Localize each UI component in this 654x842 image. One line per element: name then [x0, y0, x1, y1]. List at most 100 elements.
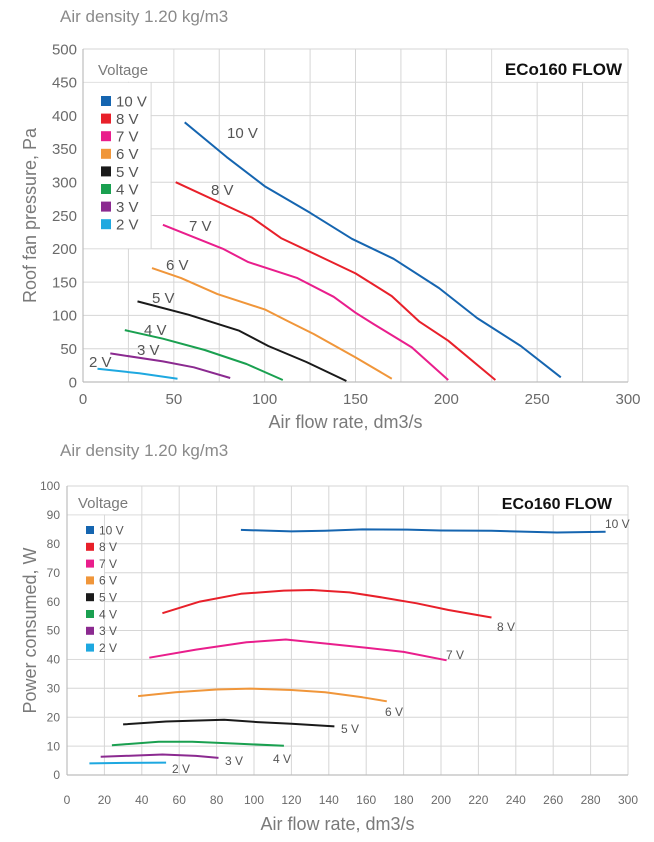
legend-background [67, 486, 142, 515]
legend-swatch [101, 184, 111, 194]
y-tick-label: 500 [52, 41, 77, 58]
x-tick-label: 200 [431, 793, 451, 807]
y-tick-label: 0 [69, 374, 77, 391]
series-label: 7 V [446, 648, 464, 662]
y-tick-label: 350 [52, 141, 77, 158]
legend-entry: 10 V [99, 523, 124, 537]
x-tick-label: 200 [434, 391, 459, 408]
y-tick-label: 60 [47, 595, 61, 609]
legend-swatch [101, 201, 111, 212]
y-tick-label: 400 [52, 108, 77, 125]
x-tick-label: 0 [64, 793, 71, 807]
legend-entry: 4 V [116, 181, 139, 198]
series-label: 2 V [172, 762, 190, 776]
x-tick-label: 20 [98, 793, 112, 807]
x-tick-label: 250 [525, 391, 550, 408]
x-tick-label: 50 [165, 391, 182, 408]
legend-entry: 5 V [99, 591, 117, 605]
series-line-8v [162, 589, 492, 619]
y-tick-label: 200 [52, 241, 77, 258]
legend-title: Voltage [78, 495, 128, 512]
series-label: 4 V [273, 752, 291, 766]
legend-entry: 6 V [99, 574, 117, 588]
x-tick-label: 60 [173, 793, 187, 807]
series-line-6v [137, 687, 387, 703]
series-line-4v [111, 740, 284, 747]
series-line-8v [175, 181, 497, 381]
legend-entry: 7 V [99, 557, 117, 571]
x-tick-label: 150 [343, 391, 368, 408]
legend-entry: 8 V [116, 111, 139, 128]
y-tick-label: 450 [52, 75, 77, 92]
legend-swatch [101, 166, 111, 177]
series-label: 4 V [144, 322, 167, 339]
x-tick-label: 140 [319, 793, 339, 807]
legend-entry: 10 V [116, 93, 147, 110]
series-label: 5 V [341, 722, 359, 736]
legend-background [492, 49, 628, 82]
series-label: 2 V [89, 354, 112, 371]
series-label: 3 V [137, 342, 160, 359]
legend-swatch [86, 526, 94, 534]
legend-entry: 2 V [99, 641, 117, 655]
legend-swatch [101, 131, 111, 142]
legend-swatch [86, 610, 94, 618]
x-tick-label: 180 [394, 793, 414, 807]
series-line-10v [184, 121, 562, 379]
series-line-6v [151, 267, 393, 380]
series-label: 10 V [605, 517, 630, 531]
legend-entry: 8 V [99, 540, 117, 554]
series-label: 6 V [166, 257, 189, 274]
x-tick-label: 240 [506, 793, 526, 807]
y-tick-label: 250 [52, 208, 77, 225]
y-tick-label: 50 [47, 624, 61, 638]
legend-swatch [86, 626, 94, 635]
legend-title: Voltage [98, 62, 148, 79]
legend-swatch [86, 542, 94, 551]
y-tick-label: 0 [53, 768, 60, 782]
series-line-2v [97, 367, 178, 380]
y-tick-label: 300 [52, 174, 77, 191]
series-line-2v [89, 761, 167, 765]
y-tick-label: 30 [47, 682, 61, 696]
legend-entry: 4 V [99, 607, 117, 621]
x-axis-title: Air flow rate, dm3/s [260, 814, 414, 834]
y-tick-label: 20 [47, 710, 61, 724]
series-line-3v [100, 753, 219, 759]
y-tick-label: 80 [47, 537, 61, 551]
series-label: 8 V [497, 620, 515, 634]
x-tick-label: 120 [281, 793, 301, 807]
x-axis-title: Air flow rate, dm3/s [268, 412, 422, 432]
y-tick-label: 10 [47, 739, 61, 753]
series-label: 5 V [152, 290, 175, 307]
legend-entry: 2 V [116, 217, 139, 234]
legend-swatch [101, 113, 111, 124]
y-axis-title: Roof fan pressure, Pa [20, 127, 40, 303]
legend-background [83, 82, 151, 249]
x-tick-label: 300 [615, 391, 640, 408]
series-line-5v [137, 300, 347, 382]
y-tick-label: 100 [40, 479, 60, 493]
x-tick-label: 100 [244, 793, 264, 807]
gridlines [66, 485, 629, 776]
chart-1: Air density 1.20 kg/m3 0 50 100 150 200 250 300… [20, 7, 641, 432]
series-line-3v [110, 352, 231, 379]
x-tick-label: 220 [468, 793, 488, 807]
x-tick-label: 0 [79, 391, 87, 408]
x-tick-label: 100 [252, 391, 277, 408]
legend-entry: 5 V [116, 164, 139, 181]
legend-entry: 6 V [116, 146, 139, 163]
chart-title: ECo160 FLOW [505, 60, 623, 79]
series-line-7v [162, 223, 449, 381]
y-tick-label: 90 [47, 508, 61, 522]
y-tick-label: 70 [47, 566, 61, 580]
legend-background [83, 49, 174, 82]
legend-background [67, 515, 104, 659]
x-tick-label: 160 [356, 793, 376, 807]
series-label: 7 V [189, 218, 212, 235]
series-line-5v [123, 718, 335, 728]
chart-subtitle: Air density 1.20 kg/m3 [60, 441, 228, 460]
